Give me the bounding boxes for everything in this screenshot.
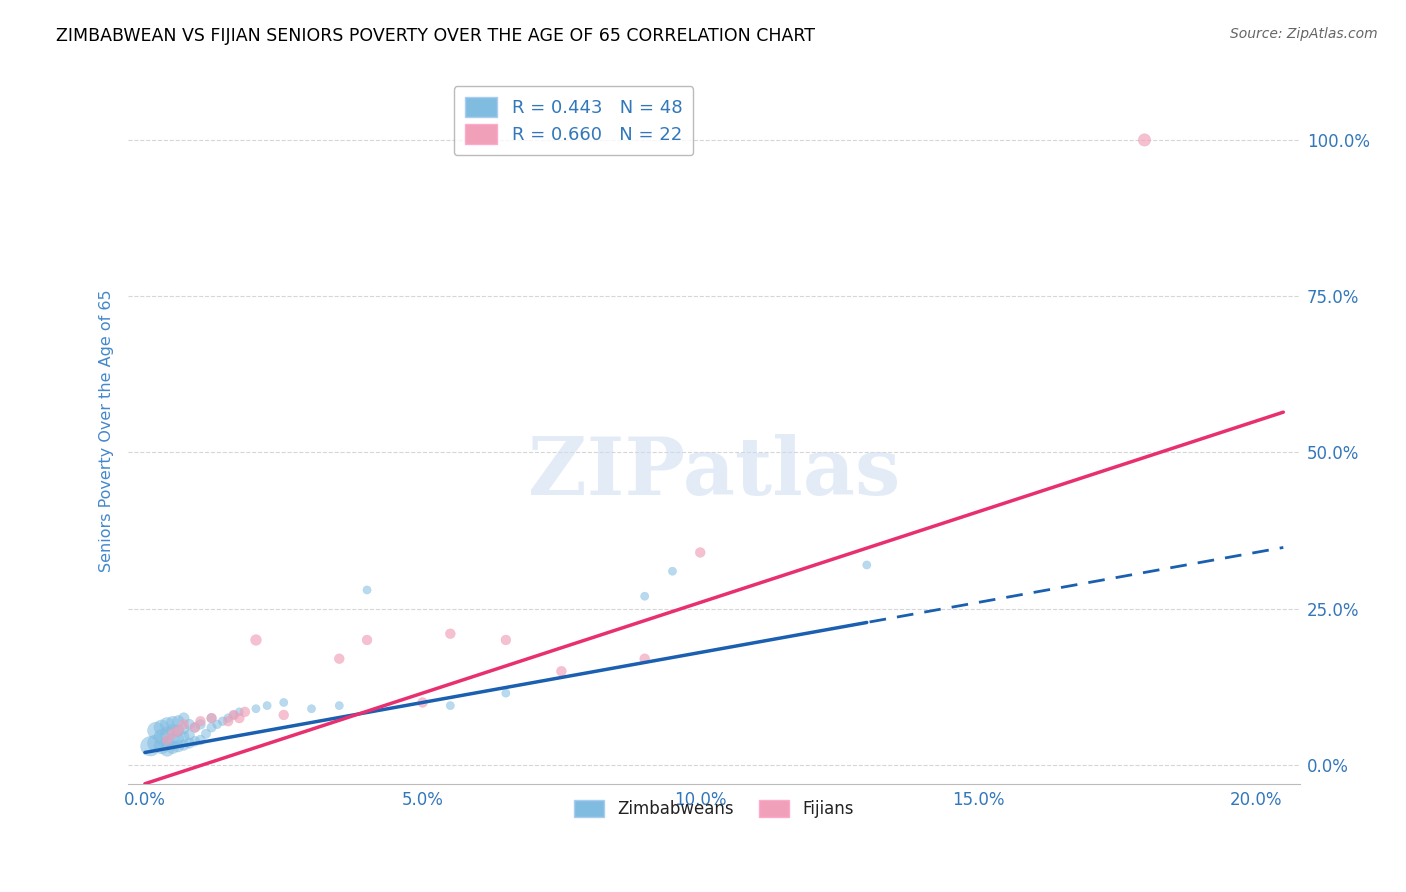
- Point: [173, 738, 195, 752]
- Point: [356, 632, 378, 647]
- Point: [167, 723, 190, 738]
- Point: [173, 730, 195, 744]
- Point: [167, 714, 190, 729]
- Point: [1133, 133, 1156, 147]
- Point: [173, 722, 195, 736]
- Point: [689, 545, 711, 559]
- Point: [222, 708, 245, 723]
- Point: [173, 711, 195, 725]
- Point: [167, 739, 190, 754]
- Point: [200, 721, 222, 735]
- Point: [661, 564, 683, 578]
- Y-axis label: Seniors Poverty Over the Age of 65: Seniors Poverty Over the Age of 65: [100, 289, 114, 572]
- Point: [156, 727, 179, 741]
- Point: [356, 582, 378, 597]
- Point: [200, 711, 222, 725]
- Point: [190, 714, 212, 729]
- Point: [200, 711, 222, 725]
- Text: Source: ZipAtlas.com: Source: ZipAtlas.com: [1230, 27, 1378, 41]
- Point: [190, 733, 212, 747]
- Point: [162, 740, 184, 755]
- Point: [162, 723, 184, 738]
- Point: [233, 705, 256, 719]
- Point: [211, 714, 233, 729]
- Point: [217, 711, 239, 725]
- Point: [179, 736, 201, 750]
- Point: [150, 721, 173, 735]
- Point: [550, 664, 572, 678]
- Point: [150, 730, 173, 744]
- Point: [184, 721, 207, 735]
- Point: [301, 702, 323, 716]
- Point: [856, 558, 879, 572]
- Point: [156, 733, 179, 747]
- Point: [412, 696, 434, 710]
- Point: [495, 632, 517, 647]
- Point: [162, 727, 184, 741]
- Point: [156, 742, 179, 756]
- Point: [150, 739, 173, 754]
- Point: [145, 723, 167, 738]
- Point: [245, 632, 267, 647]
- Point: [190, 717, 212, 731]
- Point: [184, 734, 207, 748]
- Text: ZIPatlas: ZIPatlas: [529, 434, 900, 512]
- Point: [179, 717, 201, 731]
- Point: [328, 698, 350, 713]
- Point: [634, 651, 657, 665]
- Point: [162, 733, 184, 747]
- Point: [156, 717, 179, 731]
- Point: [328, 651, 350, 665]
- Point: [256, 698, 278, 713]
- Point: [179, 728, 201, 742]
- Point: [222, 708, 245, 723]
- Point: [495, 686, 517, 700]
- Point: [439, 698, 461, 713]
- Point: [173, 717, 195, 731]
- Point: [273, 696, 295, 710]
- Point: [139, 739, 162, 754]
- Point: [634, 589, 657, 603]
- Point: [273, 708, 295, 723]
- Point: [156, 736, 179, 750]
- Point: [245, 702, 267, 716]
- Point: [195, 727, 218, 741]
- Point: [217, 714, 239, 729]
- Legend: Zimbabweans, Fijians: Zimbabweans, Fijians: [568, 793, 860, 825]
- Point: [228, 711, 250, 725]
- Point: [228, 705, 250, 719]
- Point: [205, 717, 228, 731]
- Point: [162, 715, 184, 730]
- Point: [184, 721, 207, 735]
- Point: [145, 736, 167, 750]
- Point: [439, 626, 461, 640]
- Point: [167, 731, 190, 746]
- Text: ZIMBABWEAN VS FIJIAN SENIORS POVERTY OVER THE AGE OF 65 CORRELATION CHART: ZIMBABWEAN VS FIJIAN SENIORS POVERTY OVE…: [56, 27, 815, 45]
- Point: [167, 723, 190, 738]
